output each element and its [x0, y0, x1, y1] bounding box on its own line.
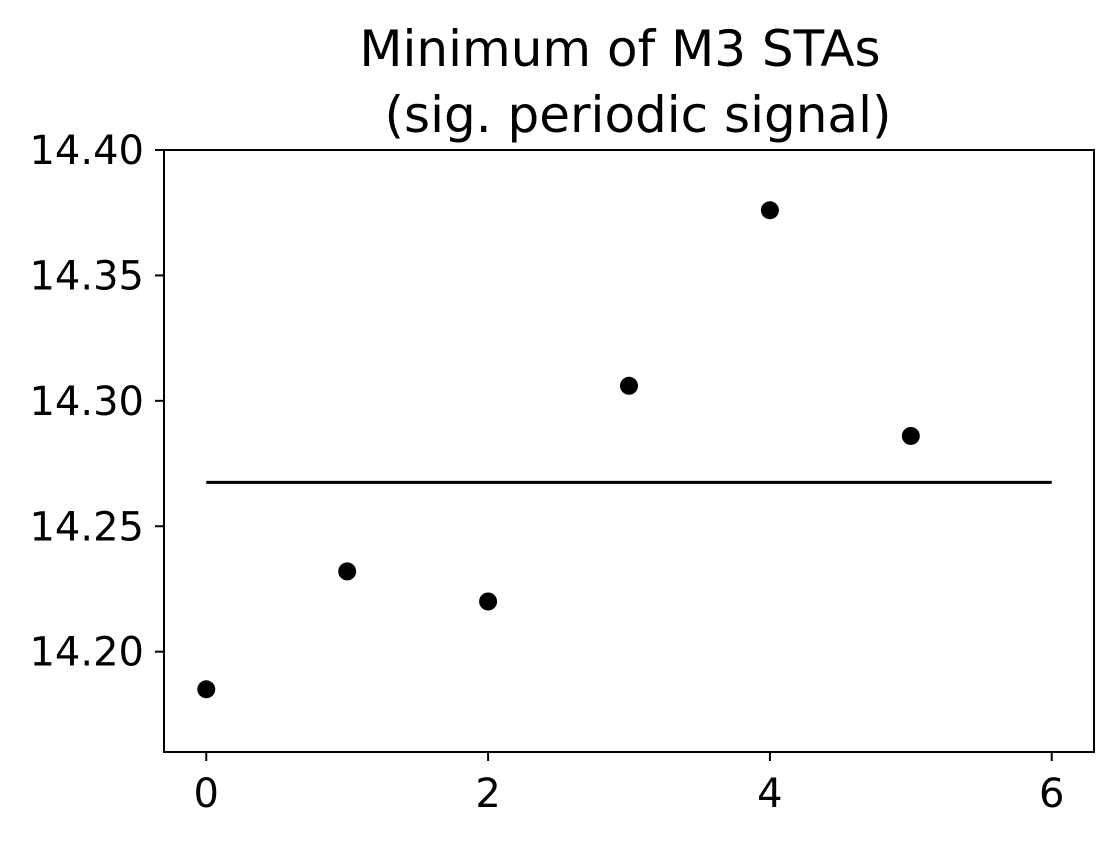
- x-tick-label: 6: [1039, 771, 1064, 817]
- y-tick-label: 14.35: [29, 253, 144, 299]
- y-tick-label: 14.25: [29, 504, 144, 550]
- plot-area: 0 2 4 6 14.20 14.25 14.30 14.35 14.40: [29, 128, 1095, 817]
- y-tick-label: 14.40: [29, 128, 144, 174]
- data-point: [479, 592, 498, 611]
- data-point: [197, 680, 216, 699]
- data-point: [338, 562, 357, 581]
- y-tick-label: 14.20: [29, 630, 144, 676]
- y-tick-label: 14.30: [29, 379, 144, 425]
- chart-title-line-2: (sig. periodic signal): [385, 86, 892, 144]
- data-point: [901, 426, 920, 445]
- data-point: [760, 201, 779, 220]
- x-tick-label: 2: [475, 771, 500, 817]
- x-tick-label: 4: [757, 771, 782, 817]
- x-tick-label: 0: [194, 771, 219, 817]
- data-point: [620, 376, 638, 395]
- axes-frame: [163, 149, 1095, 753]
- chart-title-line-1: Minimum of M3 STAs: [359, 20, 880, 78]
